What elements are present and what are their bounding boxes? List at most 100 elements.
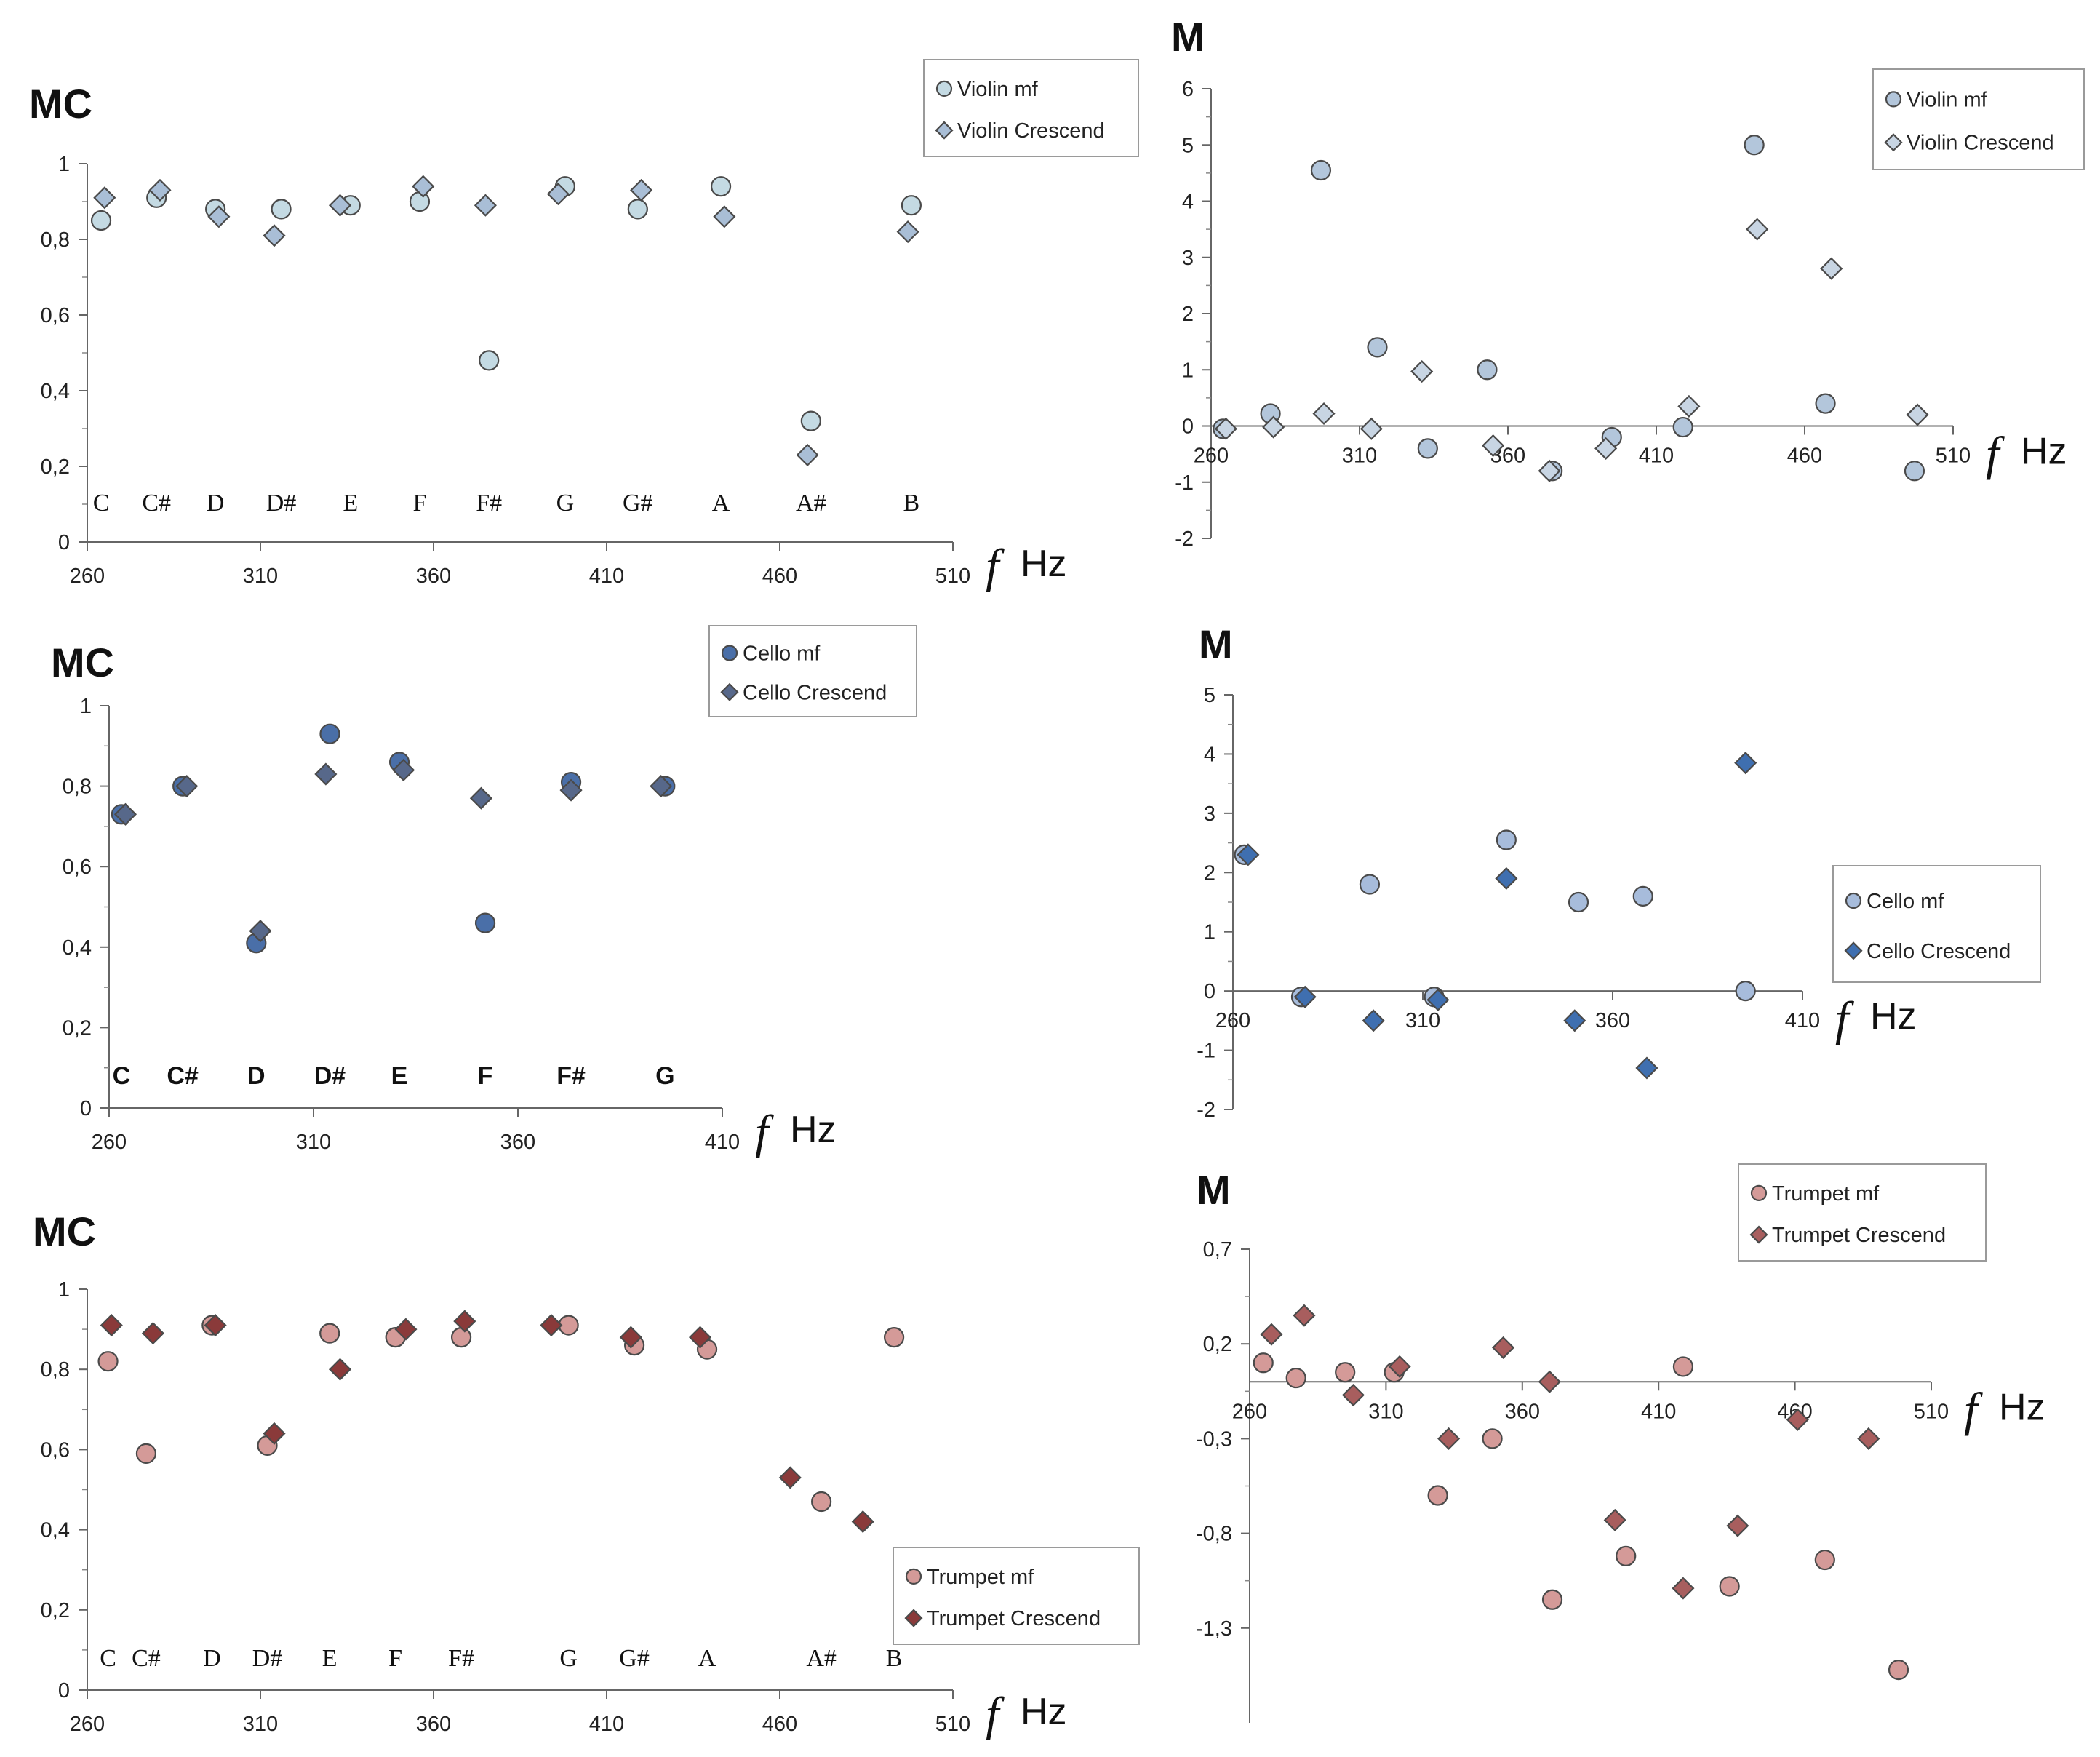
data-point-diamond <box>796 443 819 466</box>
x-axis-unit: Hz <box>1999 1386 2045 1428</box>
data-point-diamond <box>1437 1427 1461 1450</box>
y-tick-label: 0 <box>58 531 70 554</box>
series-2 <box>1237 752 1757 1080</box>
x-tick-label: 510 <box>1914 1400 1949 1423</box>
x-tick-label: 410 <box>1785 1009 1820 1032</box>
legend-diamond-icon <box>935 121 954 140</box>
data-point-circle <box>409 191 431 212</box>
y-tick-label: 5 <box>1204 684 1215 707</box>
data-point-circle <box>1719 1576 1740 1597</box>
data-point-diamond <box>1538 1370 1561 1393</box>
data-point-diamond <box>778 1466 802 1489</box>
data-point-circle <box>1568 891 1589 913</box>
y-tick-label: 0,4 <box>41 380 70 403</box>
data-point-diamond <box>1820 257 1843 280</box>
data-point-diamond <box>207 205 231 228</box>
data-point-circle <box>1904 461 1925 482</box>
data-point-circle <box>479 350 500 371</box>
note-label: G <box>556 490 575 517</box>
x-tick-label: 310 <box>1405 1009 1440 1032</box>
legend-box <box>708 625 917 717</box>
y-tick-label: 1 <box>80 695 92 718</box>
data-point-diamond <box>1312 402 1336 426</box>
y-tick-label: 0,2 <box>63 1016 92 1040</box>
chart-title: M <box>1197 1167 1231 1213</box>
data-point-circle <box>1482 1428 1503 1449</box>
data-point-diamond <box>1237 843 1260 866</box>
x-tick-label: 310 <box>1342 445 1377 468</box>
chart-panel-3: MC 0 0,2 0,4 0,6 0,8 1 260 310 360 410 f Hz C C# D D# E F F… <box>51 625 917 1159</box>
legend-label: Cello Crescend <box>1867 940 2011 963</box>
legend-diamond-icon <box>720 682 739 701</box>
data-point-circle <box>319 1323 340 1344</box>
x-tick-label: 260 <box>1215 1009 1250 1032</box>
data-point-circle <box>1359 874 1381 895</box>
legend-box <box>1832 865 2041 983</box>
x-tick-label: 310 <box>243 1713 278 1736</box>
data-point-diamond <box>1426 988 1450 1011</box>
data-point-circle <box>1367 337 1388 358</box>
note-label: C <box>113 1062 131 1090</box>
data-point-diamond <box>559 778 583 802</box>
x-tick-label: 310 <box>1368 1400 1403 1423</box>
data-point-diamond <box>453 1310 476 1333</box>
note-label: C <box>100 1645 116 1672</box>
data-point-circle <box>1735 981 1756 1002</box>
note-label: C# <box>132 1645 161 1672</box>
x-axis-unit: Hz <box>790 1109 837 1151</box>
data-point-diamond <box>469 786 492 810</box>
data-point-diamond <box>1538 459 1561 482</box>
data-point-diamond <box>328 194 352 217</box>
series-2 <box>93 175 919 466</box>
y-tick-label: 0,6 <box>41 1438 70 1462</box>
note-label: F <box>478 1062 493 1090</box>
x-axis-unit: Hz <box>1021 543 1067 585</box>
legend-diamond-icon <box>1884 133 1903 152</box>
data-point-circle <box>135 1443 157 1465</box>
note-label: D# <box>314 1062 346 1090</box>
y-tick-label: 2 <box>1204 861 1215 885</box>
x-axis-symbol: f <box>1964 1383 1983 1436</box>
y-tick-label: 0 <box>1182 415 1194 439</box>
x-tick-label: 410 <box>705 1131 740 1154</box>
data-point-circle <box>901 195 922 216</box>
note-label: E <box>391 1062 408 1090</box>
data-point-diamond <box>540 1314 563 1337</box>
x-axis-symbol: f <box>986 540 1005 593</box>
data-point-circle <box>319 723 340 744</box>
data-point-diamond <box>1603 1508 1626 1531</box>
series-1 <box>111 723 676 954</box>
note-label: A <box>712 490 730 517</box>
x-tick-label: 260 <box>92 1131 127 1154</box>
y-tick-label: -0,8 <box>1196 1523 1232 1546</box>
legend: Cello mf Cello Crescend <box>708 625 917 717</box>
x-tick-label: 360 <box>1505 1400 1540 1423</box>
data-point-diamond <box>204 1314 227 1337</box>
legend-circle-icon <box>1750 1184 1768 1202</box>
data-point-diamond <box>1857 1427 1880 1450</box>
y-tick-label: 1 <box>58 1278 70 1302</box>
data-point-diamond <box>1362 1009 1385 1032</box>
y-tick-label: 0,6 <box>63 856 92 879</box>
legend-label: Cello mf <box>743 642 821 666</box>
data-point-circle <box>1541 1589 1563 1610</box>
y-tick-label: 5 <box>1182 134 1194 157</box>
series-1 <box>1234 829 1756 1008</box>
note-label: A# <box>796 490 826 517</box>
data-point-diamond <box>1786 1408 1809 1431</box>
x-tick-label: 410 <box>1639 445 1674 468</box>
series-2 <box>100 1310 874 1534</box>
legend-label: Violin Crescend <box>1907 132 2054 155</box>
data-point-diamond <box>1563 1009 1586 1032</box>
note-label: F# <box>476 490 502 517</box>
data-point-circle <box>1672 1356 1694 1377</box>
y-tick-label: 0 <box>1204 980 1215 1003</box>
legend-circle-icon <box>721 645 738 661</box>
chart-title: MC <box>29 81 92 127</box>
note-label: E <box>322 1645 338 1672</box>
data-point-circle <box>800 410 821 431</box>
data-point-diamond <box>896 220 919 244</box>
chart-panel-5: MC 0 0,2 0,4 0,6 0,8 1 260 310 360 410 460 510 f Hz C C#… <box>33 1208 1140 1741</box>
y-tick-label: 0,8 <box>63 776 92 799</box>
note-label: G <box>559 1645 578 1672</box>
